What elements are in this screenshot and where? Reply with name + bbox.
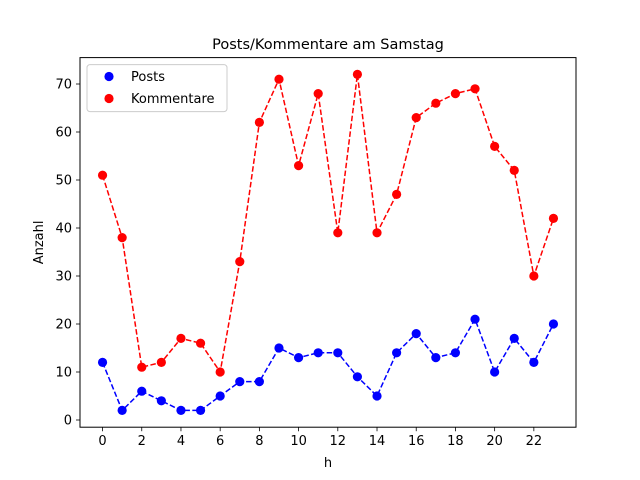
data-point-kommentare	[529, 271, 539, 281]
data-point-posts	[470, 314, 480, 324]
data-point-posts	[529, 357, 539, 367]
x-tick-label: 6	[216, 434, 224, 449]
x-tick-label: 22	[526, 434, 543, 449]
data-point-posts	[274, 343, 284, 353]
data-point-kommentare	[352, 69, 363, 79]
y-tick-label: 0	[64, 414, 72, 429]
data-point-kommentare	[333, 228, 343, 238]
axes-frame	[79, 57, 577, 428]
data-point-posts	[117, 405, 127, 415]
x-tick-label: 0	[98, 434, 106, 449]
data-point-kommentare	[274, 74, 284, 84]
data-point-kommentare	[411, 113, 421, 123]
x-tick-label: 8	[255, 434, 263, 449]
x-axis: 0 2 4 6 8 10 12 14 16 18 20 22	[98, 427, 542, 449]
data-point-kommentare	[548, 213, 559, 223]
data-point-kommentare	[372, 228, 382, 238]
series-line-posts	[101, 317, 555, 412]
data-point-kommentare	[509, 165, 519, 175]
data-point-posts	[450, 348, 461, 358]
data-point-kommentare	[156, 357, 166, 367]
data-point-kommentare	[176, 333, 186, 343]
data-point-kommentare	[215, 367, 225, 377]
data-point-posts	[548, 319, 559, 329]
data-point-posts	[254, 377, 264, 387]
x-tick-label: 4	[177, 434, 185, 449]
data-point-kommentare	[293, 161, 304, 171]
data-point-posts	[235, 377, 245, 387]
data-point-posts	[372, 391, 382, 401]
data-point-kommentare	[431, 98, 441, 108]
data-point-kommentare	[117, 233, 127, 243]
data-point-kommentare	[254, 117, 264, 127]
data-point-posts	[176, 405, 186, 415]
data-point-posts	[352, 372, 363, 382]
series-line-kommentare	[101, 74, 555, 374]
data-point-posts	[156, 396, 166, 406]
legend: Posts Kommentare	[86, 64, 228, 113]
legend-box	[86, 64, 228, 113]
y-tick-label: 30	[55, 270, 72, 285]
legend-marker-kommentare	[104, 93, 114, 104]
data-point-posts	[97, 357, 108, 367]
y-axis: 0 10 20 30 40 50 60 70	[55, 78, 80, 429]
legend-label-posts: Posts	[131, 70, 165, 85]
x-tick-label: 20	[486, 434, 503, 449]
data-point-kommentare	[137, 362, 147, 372]
x-tick-label: 12	[330, 434, 347, 449]
data-point-posts	[431, 353, 441, 363]
data-point-posts	[509, 333, 519, 343]
x-tick-label: 2	[138, 434, 146, 449]
x-tick-label: 14	[369, 434, 386, 449]
data-point-kommentare	[392, 189, 402, 199]
series-layer	[97, 69, 559, 415]
y-axis-label: Anzahl	[32, 221, 47, 265]
data-point-kommentare	[450, 89, 461, 99]
x-tick-label: 18	[447, 434, 464, 449]
data-point-posts	[392, 348, 402, 358]
legend-marker-posts	[104, 71, 114, 82]
legend-label-kommentare: Kommentare	[131, 92, 215, 107]
y-tick-label: 20	[55, 318, 72, 333]
data-point-kommentare	[490, 141, 500, 151]
y-tick-label: 60	[55, 126, 72, 141]
data-point-kommentare	[313, 89, 323, 99]
y-tick-label: 40	[55, 222, 72, 237]
data-point-posts	[215, 391, 225, 401]
data-point-kommentare	[235, 257, 245, 267]
data-point-posts	[333, 348, 343, 358]
data-point-kommentare	[97, 170, 108, 180]
x-tick-label: 16	[408, 434, 425, 449]
data-point-posts	[313, 348, 323, 358]
y-tick-label: 70	[55, 78, 72, 93]
y-tick-label: 10	[55, 366, 72, 381]
x-axis-label: h	[324, 456, 332, 471]
data-point-kommentare	[470, 84, 480, 94]
x-tick-label: 10	[290, 434, 307, 449]
data-point-kommentare	[195, 338, 206, 348]
data-point-posts	[490, 367, 500, 377]
data-point-posts	[137, 386, 147, 396]
chart-title: Posts/Kommentare am Samstag	[212, 37, 444, 53]
data-point-posts	[411, 329, 421, 339]
y-tick-label: 50	[55, 174, 72, 189]
data-point-posts	[195, 405, 206, 415]
data-point-posts	[293, 353, 304, 363]
